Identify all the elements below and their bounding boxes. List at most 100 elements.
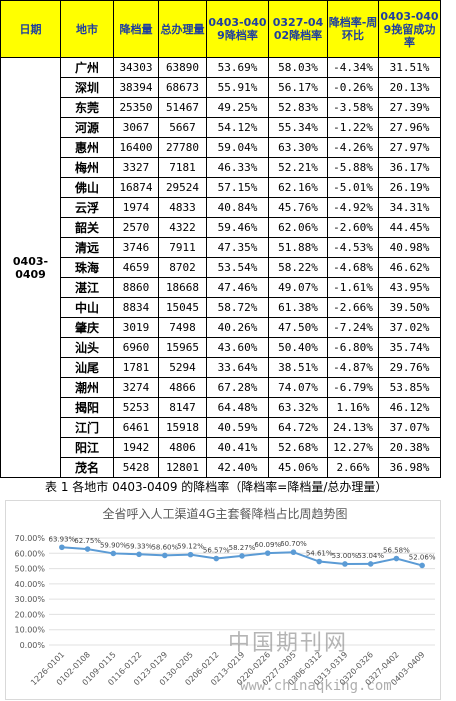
table-row: 汕头 6960 15965 43.60% 50.40% -6.80% 35.74% xyxy=(1,337,441,358)
value-cell: 18668 xyxy=(158,277,207,298)
point xyxy=(239,553,245,559)
value-cell: 37.02% xyxy=(378,317,441,338)
table-row: 佛山 16874 29524 57.15% 62.16% -5.01% 26.19% xyxy=(1,177,441,198)
value-cell: 34.31% xyxy=(378,197,441,218)
value-cell: -4.87% xyxy=(327,357,379,378)
y-tick-label: 0.00% xyxy=(20,641,46,650)
data-label: 60.09% xyxy=(254,541,281,549)
value-cell: 63.32% xyxy=(268,397,328,418)
value-cell: -4.26% xyxy=(327,137,379,158)
value-cell: 27.97% xyxy=(378,137,441,158)
value-cell: 67.28% xyxy=(206,377,269,398)
data-label: 60.70% xyxy=(280,540,307,548)
data-label: 58.60% xyxy=(151,543,178,551)
value-cell: 16874 xyxy=(113,177,159,198)
value-cell: 5667 xyxy=(158,117,207,138)
city-cell: 韶关 xyxy=(60,217,114,238)
data-label: 59.90% xyxy=(100,541,127,549)
value-cell: -5.01% xyxy=(327,177,379,198)
point xyxy=(290,549,297,556)
value-cell: 36.98% xyxy=(378,457,441,478)
header-cell: 地市 xyxy=(60,0,114,58)
point xyxy=(187,551,194,558)
city-cell: 东莞 xyxy=(60,97,114,118)
value-cell: 12.27% xyxy=(327,437,379,458)
value-cell: 53.54% xyxy=(206,257,269,278)
value-cell: 1.16% xyxy=(327,397,379,418)
data-label: 59.33% xyxy=(126,542,153,550)
point xyxy=(59,544,65,551)
table-row: 深圳 38394 68673 55.91% 56.17% -0.26% 20.13% xyxy=(1,77,441,98)
value-cell: 3274 xyxy=(113,377,159,398)
value-cell: 38394 xyxy=(113,77,159,98)
value-cell: 8860 xyxy=(113,277,159,298)
table-row: 惠州 16400 27780 59.04% 63.30% -4.26% 27.97% xyxy=(1,137,441,158)
header-cell: 降档量 xyxy=(113,0,159,58)
value-cell: 26.19% xyxy=(378,177,441,198)
value-cell: 46.62% xyxy=(378,257,441,278)
value-cell: 63.30% xyxy=(268,137,328,158)
value-cell: -4.53% xyxy=(327,237,379,258)
data-label: 62.75% xyxy=(74,537,101,545)
table-row: 中山 8834 15045 58.72% 61.38% -2.66% 39.50% xyxy=(1,297,441,318)
value-cell: 37.07% xyxy=(378,417,441,438)
value-cell: 74.07% xyxy=(268,377,328,398)
watermark: 中国期刊网 xyxy=(228,631,349,656)
table-row: 河源 3067 5667 54.12% 55.34% -1.22% 27.96% xyxy=(1,117,441,138)
city-cell: 河源 xyxy=(60,117,114,138)
value-cell: 12801 xyxy=(158,457,207,478)
value-cell: 55.34% xyxy=(268,117,328,138)
table-row: 阳江 1942 4806 40.41% 52.68% 12.27% 20.38% xyxy=(1,437,441,458)
value-cell: 50.40% xyxy=(268,337,328,358)
value-cell: 2.66% xyxy=(327,457,379,478)
value-cell: 8147 xyxy=(158,397,207,418)
point xyxy=(136,551,142,558)
data-label: 58.27% xyxy=(229,544,256,552)
city-cell: 珠海 xyxy=(60,257,114,278)
city-cell: 广州 xyxy=(60,57,114,78)
city-cell: 揭阳 xyxy=(60,397,114,418)
value-cell: -1.22% xyxy=(327,117,379,138)
value-cell: -1.61% xyxy=(327,277,379,298)
value-cell: 58.03% xyxy=(268,57,328,78)
value-cell: 25350 xyxy=(113,97,159,118)
y-tick-label: 70.00% xyxy=(14,534,45,543)
city-cell: 汕头 xyxy=(60,337,114,358)
value-cell: -2.66% xyxy=(327,297,379,318)
header-cell: 0403-0409降档率 xyxy=(206,0,269,58)
value-cell: 55.91% xyxy=(206,77,269,98)
value-cell: 43.95% xyxy=(378,277,441,298)
value-cell: 8702 xyxy=(158,257,207,278)
value-cell: -6.79% xyxy=(327,377,379,398)
data-label: 53.04% xyxy=(357,552,384,560)
data-label: 63.93% xyxy=(49,535,76,543)
point xyxy=(342,561,348,567)
header-cell: 0327-0402降档率 xyxy=(268,0,328,58)
point xyxy=(162,552,168,559)
value-cell: 20.13% xyxy=(378,77,441,98)
table-row: 梅州 3327 7181 46.33% 52.21% -5.88% 36.17% xyxy=(1,157,441,178)
chart-title: 全省呼入人工渠道4G主套餐降档占比周趋势图 xyxy=(103,506,348,521)
table-row: 0403-0409 广州 34303 63890 53.69% 58.03% -4.34% 3… xyxy=(0,57,441,478)
table-row: 珠海 4659 8702 53.54% 58.22% -4.68% 46.62% xyxy=(1,257,441,278)
data-table: 日期 地市 降档量 总办理量 0403-0409降档率 0327-0402降档率 降档率-周… xyxy=(0,0,441,478)
header-cell: 总办理量 xyxy=(158,0,207,58)
value-cell: 6461 xyxy=(113,417,159,438)
city-cell: 惠州 xyxy=(60,137,114,158)
value-cell: -4.34% xyxy=(327,57,379,78)
value-cell: 35.74% xyxy=(378,337,441,358)
value-cell: 52.21% xyxy=(268,157,328,178)
table-row: 云浮 1974 4833 40.84% 45.76% -4.92% 34.31% xyxy=(1,197,441,218)
value-cell: 45.06% xyxy=(268,457,328,478)
value-cell: 3067 xyxy=(113,117,159,138)
table-row: 茂名 5428 12801 42.40% 45.06% 2.66% 36.98% xyxy=(1,457,441,478)
chart-frame xyxy=(5,500,441,700)
value-cell: 24.13% xyxy=(327,417,379,438)
value-cell: 38.51% xyxy=(268,357,328,378)
data-label: 59.12% xyxy=(177,543,204,551)
value-cell: 58.72% xyxy=(206,297,269,318)
value-cell: 34303 xyxy=(113,57,159,78)
data-label: 52.06% xyxy=(409,553,436,561)
value-cell: 58.22% xyxy=(268,257,328,278)
value-cell: 64.48% xyxy=(206,397,269,418)
